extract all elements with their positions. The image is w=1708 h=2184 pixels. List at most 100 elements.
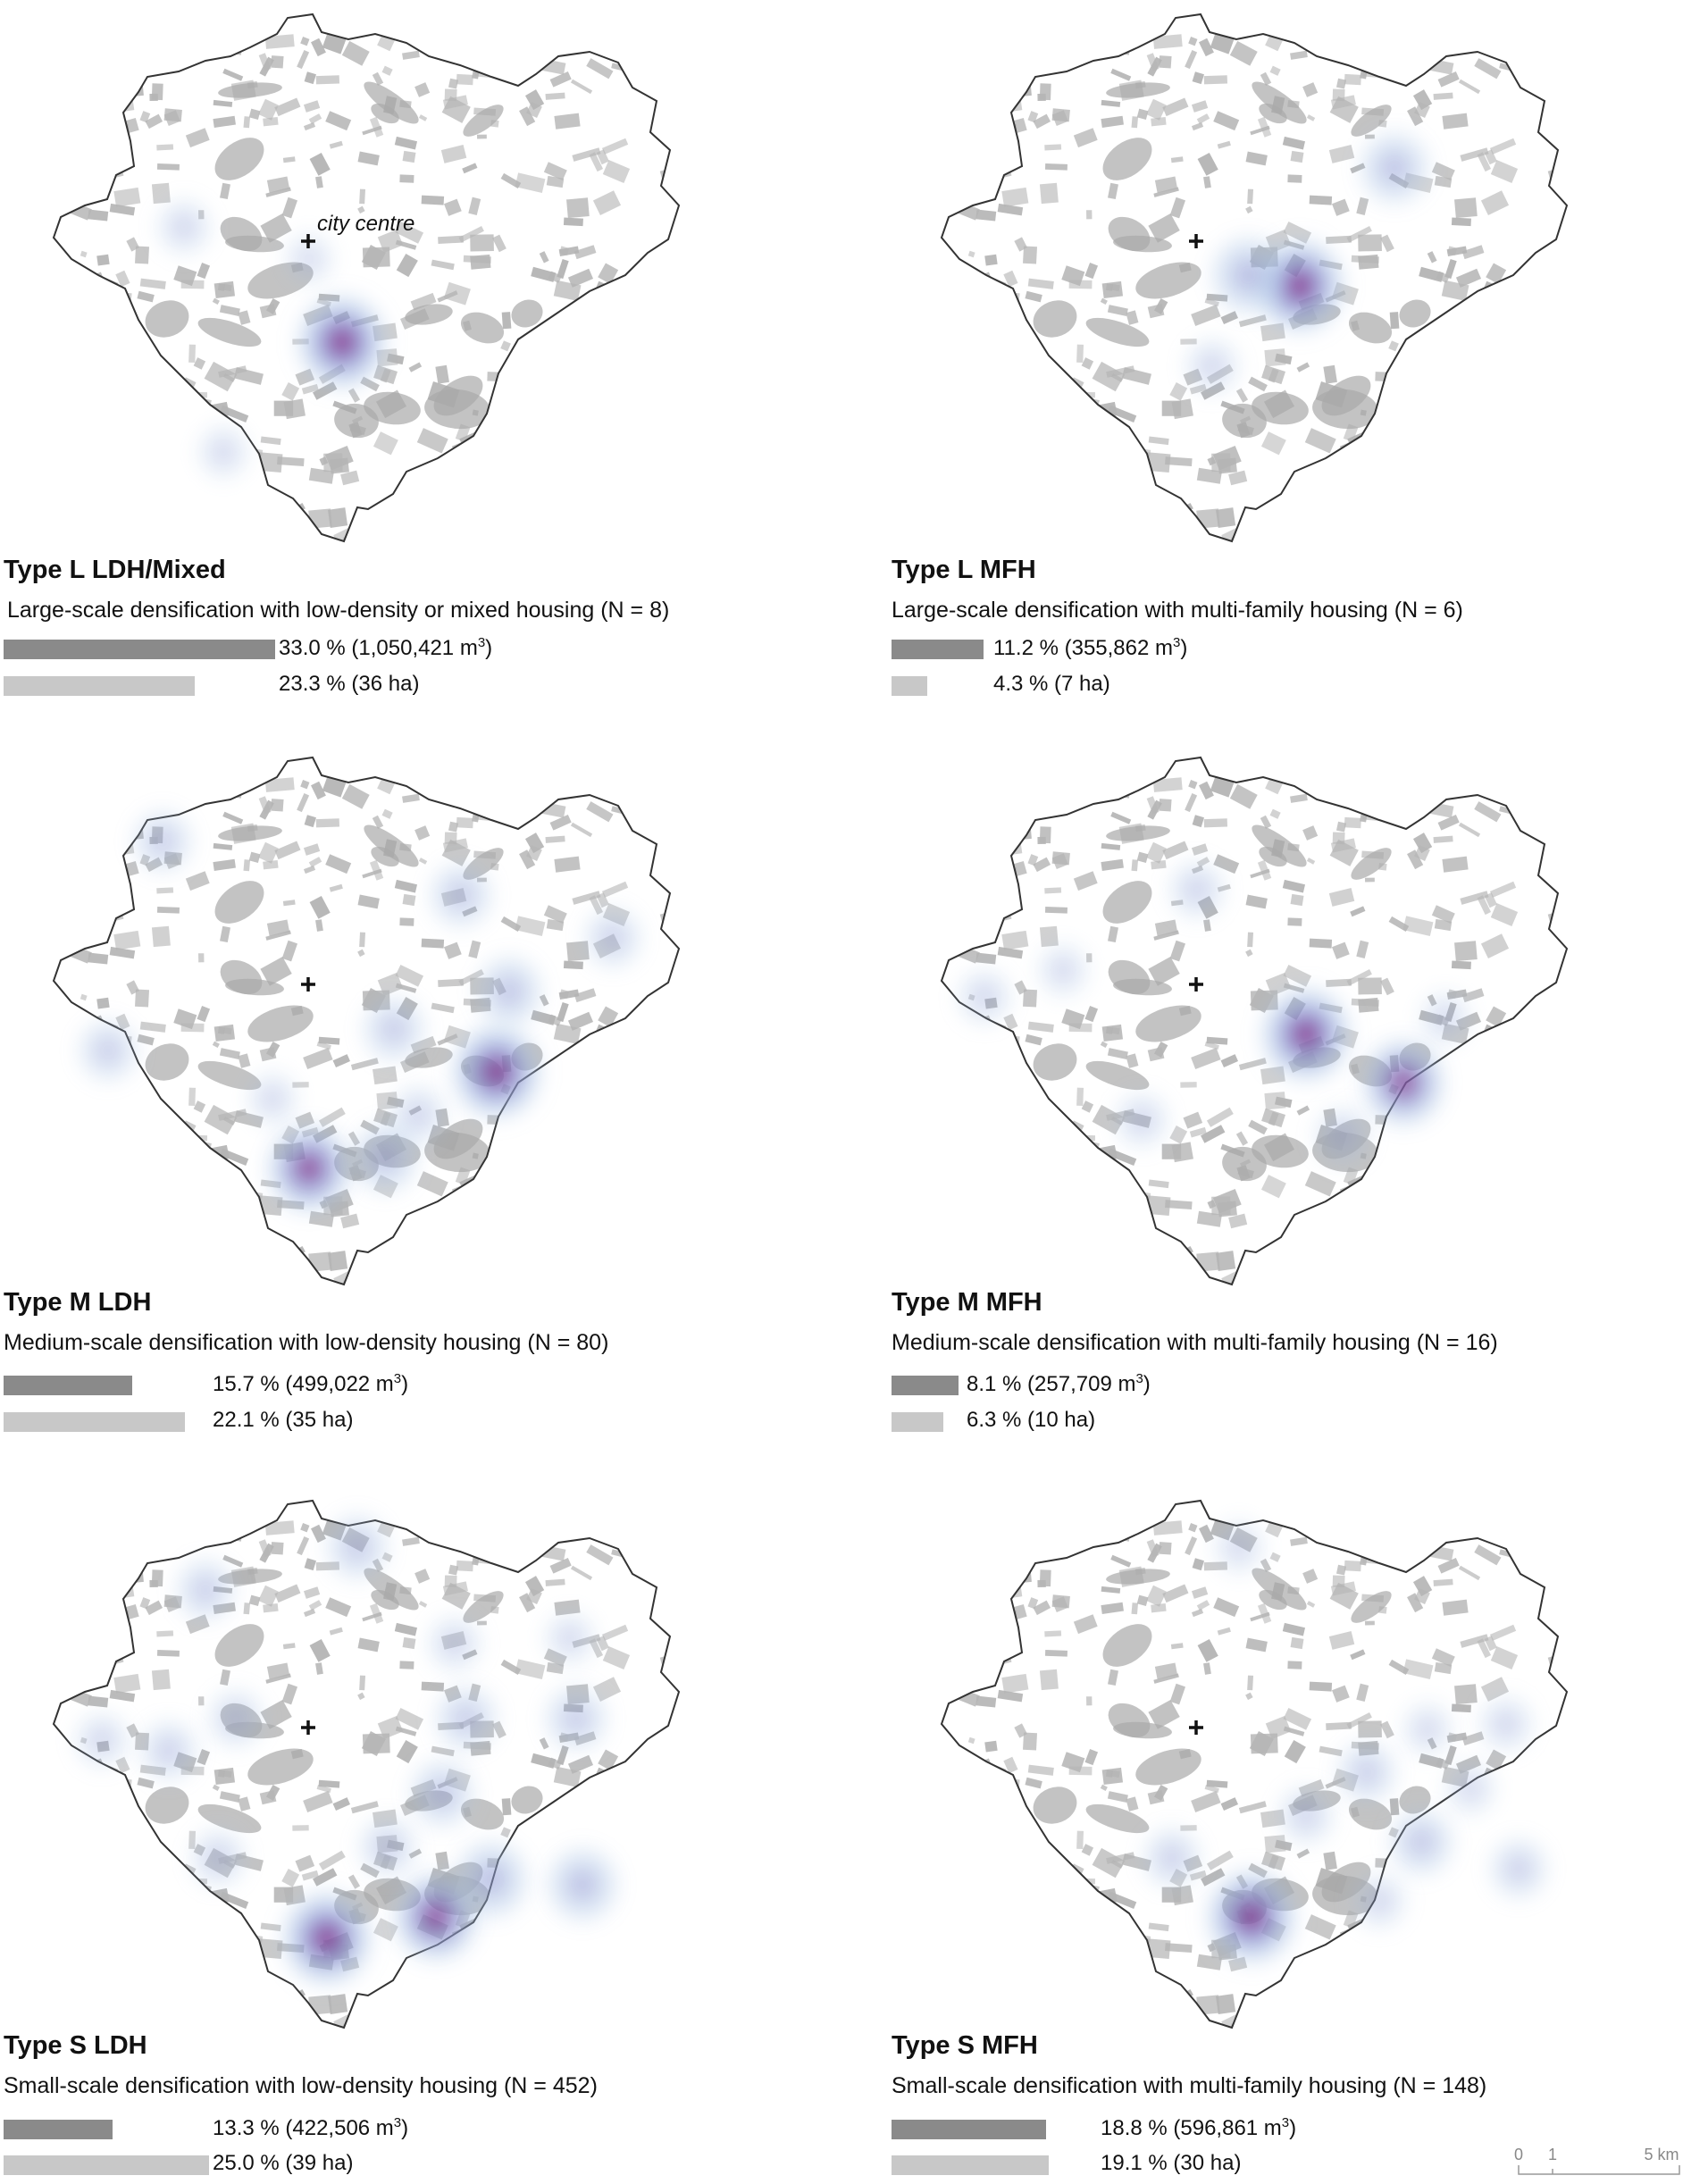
density-hotspot — [1353, 125, 1436, 211]
density-hotspot — [447, 1019, 547, 1125]
map-body — [52, 1499, 681, 2029]
density-hotspot — [1163, 854, 1231, 925]
hotspot-layer — [1179, 125, 1436, 400]
density-hotspot — [320, 1508, 395, 1586]
density-hotspot — [277, 1886, 377, 1991]
volume-share-label: 15.7 % (499,022 m3) — [213, 1371, 409, 1396]
panel-subtitle: Medium-scale densification with multi-fa… — [892, 1330, 1498, 1355]
density-hotspot — [540, 1841, 624, 1929]
density-hotspot — [184, 1822, 252, 1894]
density-hotspot — [1208, 1514, 1270, 1580]
volume-share-bar — [892, 640, 984, 659]
area-share-label: 23.3 % (36 ha) — [279, 672, 420, 696]
density-hotspot — [1473, 1690, 1539, 1758]
density-hotspot — [202, 1683, 270, 1754]
hotspot-layer — [72, 804, 648, 1218]
density-hotspot — [470, 950, 548, 1033]
area-share-label: 22.1 % (35 ha) — [213, 1408, 354, 1432]
panel-type-l-ldh-mixed: city centre Type L LDH/Mixed Large-scale… — [0, 0, 840, 715]
density-hotspot — [353, 1811, 423, 1884]
heatmap-map — [52, 1499, 681, 2029]
volume-share-label: 8.1 % (257,709 m3) — [967, 1371, 1151, 1396]
city-centre-marker — [1189, 234, 1203, 248]
hotspot-layer — [1137, 1514, 1553, 1970]
density-hotspot — [1309, 1100, 1377, 1172]
density-hotspot — [292, 289, 392, 395]
density-hotspot — [1201, 1864, 1302, 1970]
area-share-bar — [892, 1412, 943, 1432]
city-boundary — [940, 1499, 1569, 2029]
city-centre-marker — [1189, 1720, 1203, 1735]
hotspot-layer — [151, 193, 392, 485]
density-hotspot — [1357, 1033, 1450, 1132]
heatmap-map — [940, 756, 1569, 1286]
panel-type-s-mfh: Type S MFH Small-scale densification wit… — [888, 1486, 1708, 2184]
density-hotspot — [951, 963, 1017, 1031]
city-centre-label: city centre — [317, 212, 414, 236]
density-hotspot — [404, 1753, 481, 1834]
volume-share-label: 11.2 % (355,862 m3) — [993, 635, 1188, 660]
density-hotspot — [134, 1714, 204, 1787]
map-body — [940, 1499, 1569, 2029]
hotspot-layer — [951, 854, 1477, 1172]
volume-share-label: 33.0 % (1,050,421 m3) — [279, 635, 493, 660]
density-hotspot — [423, 856, 498, 934]
density-hotspot — [241, 1066, 304, 1132]
panel-subtitle: Medium-scale densification with low-dens… — [4, 1330, 609, 1355]
city-centre-marker — [1189, 977, 1203, 992]
density-hotspot — [1346, 1867, 1412, 1935]
area-share-label: 25.0 % (39 ha) — [213, 2151, 354, 2175]
city-boundary — [52, 756, 681, 1286]
volume-share-bar — [4, 640, 275, 659]
panel-subtitle: Large-scale densification with low-densi… — [7, 598, 670, 623]
volume-share-bar — [4, 2120, 113, 2139]
map-body — [940, 13, 1569, 543]
city-area — [54, 1501, 679, 2028]
density-hotspot — [1383, 1802, 1460, 1882]
volume-share-label: 18.8 % (596,861 m3) — [1101, 2115, 1297, 2140]
scale-tick-5: 5 km — [1644, 2146, 1679, 2163]
panel-type-s-ldh: Type S LDH Small-scale densification wit… — [0, 1486, 840, 2184]
density-hotspot — [192, 419, 255, 485]
area-share-bar — [892, 676, 927, 696]
panel-title: Type L MFH — [892, 556, 1036, 584]
city-boundary — [940, 13, 1569, 543]
area-share-label: 6.3 % (10 ha) — [967, 1408, 1096, 1432]
density-hotspot — [1272, 1779, 1340, 1851]
panel-subtitle: Small-scale densification with low-densi… — [4, 2073, 598, 2098]
scale-tick-0: 0 — [1514, 2146, 1523, 2163]
city-centre-marker — [301, 1720, 315, 1735]
density-hotspot — [1137, 1821, 1207, 1895]
volume-share-bar — [892, 2120, 1046, 2139]
density-hotspot — [127, 804, 198, 879]
heatmap-map: city centre — [52, 13, 681, 543]
map-body — [940, 756, 1569, 1286]
density-hotspot — [539, 1679, 614, 1758]
density-hotspot — [1256, 982, 1356, 1087]
density-hotspot — [384, 1079, 452, 1151]
panel-type-m-mfh: Type M MFH Medium-scale densification wi… — [888, 743, 1708, 1458]
panel-subtitle: Large-scale densification with multi-fam… — [892, 598, 1463, 623]
area-share-bar — [4, 676, 195, 696]
panel-title: Type M MFH — [892, 1288, 1042, 1317]
panel-type-m-ldh: Type M LDH Medium-scale densification wi… — [0, 743, 840, 1458]
density-hotspot — [69, 1706, 135, 1774]
area-share-label: 19.1 % (30 ha) — [1101, 2151, 1242, 2175]
city-area — [942, 1501, 1567, 2028]
density-hotspot — [1109, 1086, 1175, 1154]
panel-title: Type M LDH — [4, 1288, 152, 1317]
volume-share-bar — [892, 1376, 959, 1395]
panel-type-l-mfh: Type L MFH Large-scale densification wit… — [888, 0, 1708, 715]
city-centre-marker — [301, 234, 315, 248]
city-boundary — [52, 13, 681, 543]
area-share-bar — [4, 1412, 185, 1432]
panel-title: Type L LDH/Mixed — [4, 556, 226, 584]
panel-title: Type S MFH — [892, 2031, 1038, 2060]
map-body: city centre — [52, 13, 681, 543]
density-hotspot — [1331, 1735, 1402, 1810]
density-hotspot — [578, 901, 648, 975]
density-hotspot — [1414, 985, 1477, 1051]
density-hotspot — [72, 1013, 144, 1088]
area-share-bar — [892, 2155, 1049, 2175]
density-hotspot — [422, 1610, 488, 1678]
